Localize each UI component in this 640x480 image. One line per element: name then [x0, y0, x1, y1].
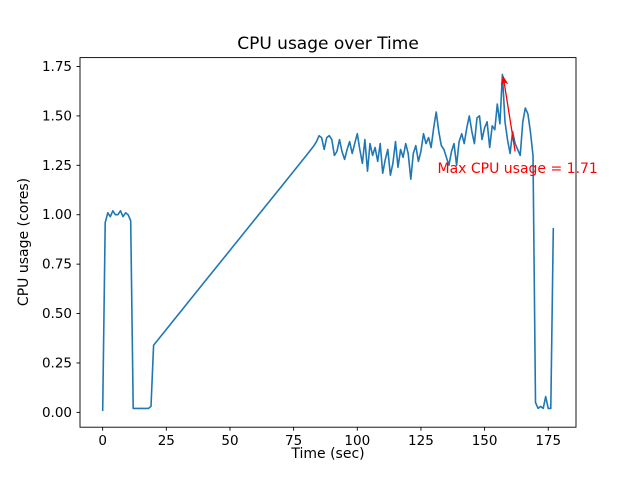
plot-area: [79, 57, 577, 428]
annotation-arrow: [500, 75, 516, 152]
x-tick-label: 100: [344, 433, 370, 449]
y-tick-label: 1.75: [42, 59, 72, 75]
y-tick-label: 1.50: [42, 108, 72, 124]
y-tick-label: 0.00: [42, 405, 72, 421]
x-axis-label: Time (sec): [291, 446, 365, 462]
x-tick-label: 75: [285, 433, 302, 449]
x-tick-label: 50: [221, 433, 238, 449]
annotation-text: Max CPU usage = 1.71: [437, 161, 598, 178]
x-tick-label: 125: [408, 433, 434, 449]
y-tick-label: 0.25: [42, 355, 72, 371]
x-tick-label: 25: [158, 433, 175, 449]
chart-title: CPU usage over Time: [237, 34, 419, 54]
y-tick-label: 1.00: [42, 207, 72, 223]
x-tick-label: 150: [472, 433, 498, 449]
y-axis-label: CPU usage (cores): [16, 177, 32, 307]
y-tick-label: 0.75: [42, 257, 72, 273]
x-tick-label: 0: [98, 433, 107, 449]
y-tick-label: 1.25: [42, 158, 72, 174]
x-tick-label: 175: [535, 433, 561, 449]
y-tick-label: 0.50: [42, 306, 72, 322]
